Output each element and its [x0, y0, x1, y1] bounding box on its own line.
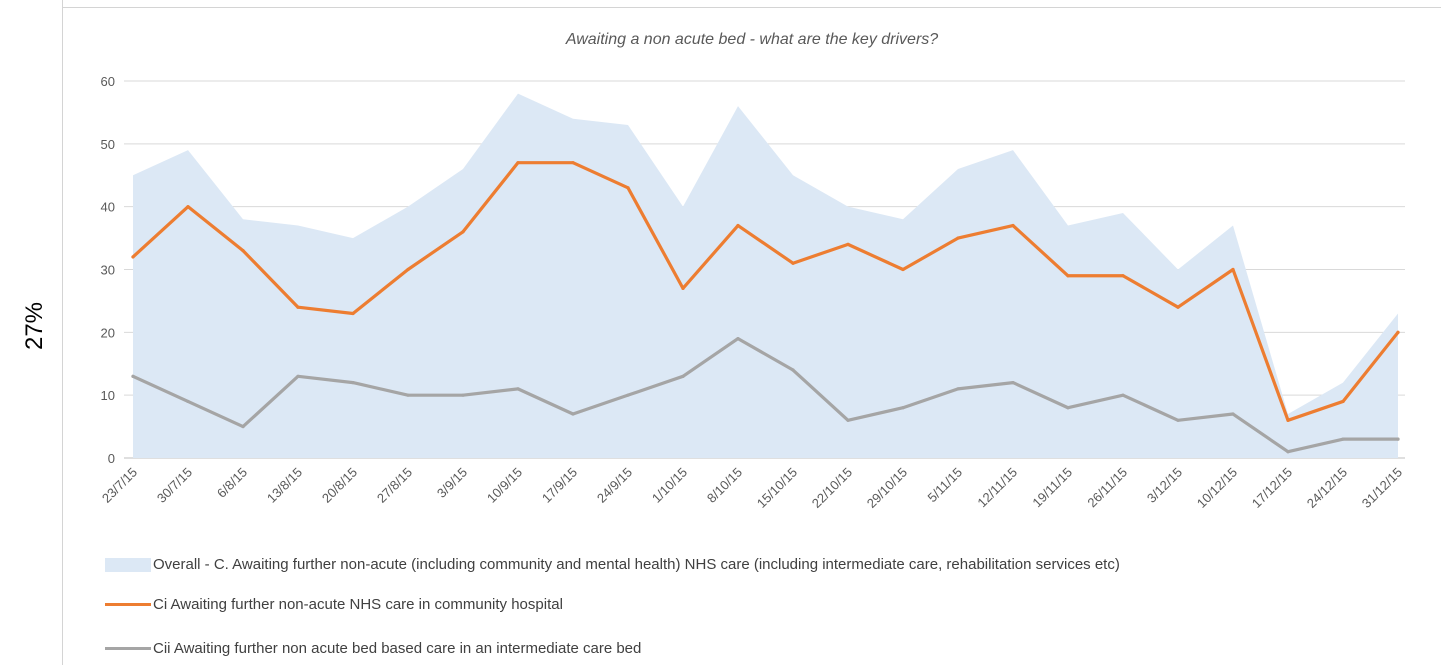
data-point [131, 255, 135, 259]
x-tick-label: 3/9/15 [434, 465, 470, 501]
series-area-overall [133, 93, 1398, 459]
data-point [186, 399, 190, 404]
y-tick-label: 40 [101, 200, 115, 215]
x-tick-label: 8/10/15 [704, 465, 745, 506]
data-point [351, 381, 355, 385]
legend-label-overall: Overall - C. Awaiting further non-acute … [153, 556, 1120, 573]
x-tick-label: 31/12/15 [1359, 465, 1405, 511]
data-point [1121, 393, 1125, 397]
data-point [131, 374, 135, 378]
data-point [1121, 274, 1125, 278]
legend-label-cii: Cii Awaiting further non acute bed based… [153, 640, 642, 657]
data-point [1176, 418, 1180, 422]
data-point [516, 161, 520, 165]
data-point [1176, 305, 1180, 309]
x-tick-label: 24/9/15 [594, 465, 635, 506]
x-tick-label: 24/12/15 [1304, 465, 1350, 511]
data-point [1011, 381, 1015, 385]
data-point [1396, 330, 1400, 334]
x-tick-label: 27/8/15 [374, 465, 415, 506]
data-point [351, 311, 355, 316]
y-tick-label: 50 [101, 137, 115, 152]
x-tick-label: 19/11/15 [1029, 465, 1075, 511]
data-point [1231, 412, 1235, 416]
y-tick-label: 30 [101, 263, 115, 278]
data-point [956, 236, 960, 240]
x-tick-label: 12/11/15 [974, 465, 1020, 511]
x-tick-label: 23/7/15 [99, 465, 140, 506]
x-tick-label: 10/12/15 [1194, 465, 1240, 511]
data-point [901, 267, 905, 272]
data-point [461, 230, 465, 234]
x-tick-label: 5/11/15 [925, 465, 966, 506]
data-point [406, 393, 410, 397]
data-point [736, 223, 740, 228]
data-point [406, 267, 410, 272]
legend-label-ci: Ci Awaiting further non-acute NHS care i… [153, 596, 563, 613]
data-point [681, 374, 685, 378]
data-point [1231, 267, 1235, 272]
data-point [1341, 437, 1345, 441]
left-frame-rule [62, 8, 63, 665]
x-tick-label: 17/12/15 [1249, 465, 1295, 511]
data-point [571, 161, 575, 165]
x-tick-label: 30/7/15 [154, 465, 195, 506]
chart-title: Awaiting a non acute bed - what are the … [565, 31, 938, 48]
legend-item-ci: Ci Awaiting further non-acute NHS care i… [105, 596, 563, 613]
data-point [1286, 450, 1290, 454]
y-tick-label: 0 [108, 451, 115, 466]
data-point [626, 186, 630, 190]
data-point [846, 242, 850, 246]
area-series-group [133, 93, 1398, 459]
data-point [1066, 406, 1070, 410]
x-tick-label: 17/9/15 [539, 465, 580, 506]
data-point [791, 261, 795, 265]
x-tick-label: 1/10/15 [649, 465, 690, 506]
data-point [1286, 418, 1290, 422]
series-line-2 [131, 337, 1400, 454]
data-point [1396, 437, 1400, 441]
data-point [461, 393, 465, 397]
series-line-1 [131, 161, 1400, 422]
data-point [846, 418, 850, 422]
x-axis-ticks: 23/7/15 30/7/15 6/8/15 13/8/15 20/8/15 27/8/1… [99, 465, 1405, 511]
line-series-group [131, 161, 1400, 454]
y-axis-ticks: 0 10 20 30 40 50 60 [101, 74, 115, 466]
x-tick-label: 13/8/15 [264, 465, 305, 506]
x-tick-label: 10/9/15 [484, 465, 525, 506]
data-point [736, 337, 740, 341]
legend-item-overall: Overall - C. Awaiting further non-acute … [105, 556, 1120, 573]
data-point [571, 412, 575, 416]
x-tick-label: 26/11/15 [1084, 465, 1130, 511]
data-point [241, 249, 245, 253]
y-tick-label: 20 [101, 325, 115, 340]
x-tick-label: 22/10/15 [809, 465, 855, 511]
data-point [681, 286, 685, 290]
x-tick-label: 3/12/15 [1144, 465, 1185, 506]
legend-item-cii: Cii Awaiting further non acute bed based… [105, 640, 641, 657]
data-point [1341, 399, 1345, 404]
data-point [516, 387, 520, 391]
top-frame-rule [62, 0, 1441, 8]
x-tick-label: 15/10/15 [754, 465, 800, 511]
y-tick-label: 10 [101, 388, 115, 403]
data-point [956, 387, 960, 391]
data-point [241, 424, 245, 429]
data-point [296, 374, 300, 378]
legend-swatch-overall [105, 557, 151, 572]
legend-swatch-ci [105, 603, 151, 606]
data-point [186, 205, 190, 209]
x-tick-label: 6/8/15 [214, 465, 250, 501]
data-point [1066, 274, 1070, 278]
data-point [626, 393, 630, 397]
y-tick-label: 60 [101, 74, 115, 89]
chart-svg: Awaiting a non acute bed - what are the … [99, 31, 1405, 511]
data-point [901, 406, 905, 410]
x-tick-label: 29/10/15 [864, 465, 910, 511]
x-tick-label: 20/8/15 [319, 465, 360, 506]
legend-swatch-cii [105, 647, 151, 650]
data-point [791, 368, 795, 372]
data-point [296, 305, 300, 309]
data-point [1011, 223, 1015, 228]
